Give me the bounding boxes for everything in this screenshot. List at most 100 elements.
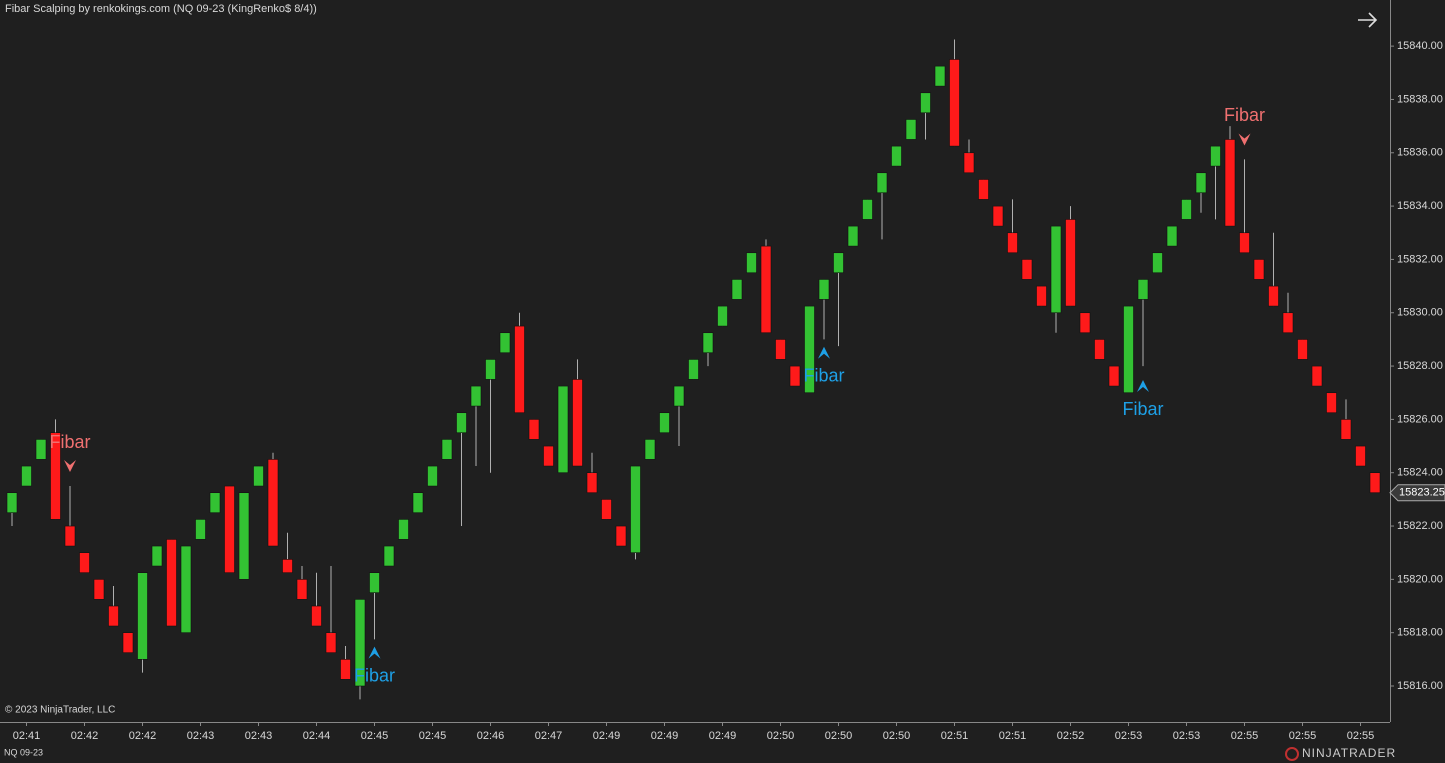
- signal-label: Fibar: [1224, 105, 1265, 125]
- candle-body: [905, 119, 917, 140]
- candle-body: [630, 465, 641, 553]
- instrument-label: NQ 09-23: [4, 747, 43, 757]
- candle-body: [1195, 172, 1207, 194]
- candle-body: [731, 279, 743, 300]
- candle-body: [412, 492, 424, 514]
- candle-body: [108, 605, 119, 627]
- candle-body: [427, 465, 438, 487]
- brand-logo: NINJATRADER: [1285, 746, 1396, 761]
- y-tick-label: 15826.00: [1397, 413, 1443, 425]
- signal-arrow: [818, 346, 830, 359]
- x-tick-label: 02:50: [767, 730, 795, 742]
- candle-body: [1181, 199, 1192, 220]
- candle-body: [963, 152, 975, 174]
- candle-body: [209, 492, 221, 514]
- candle-body: [615, 525, 627, 547]
- signal-label: Fibar: [1122, 399, 1163, 419]
- candle-body: [282, 559, 293, 573]
- candle-body: [1166, 225, 1178, 247]
- candle-body: [543, 445, 554, 467]
- x-tick-label: 02:43: [187, 730, 215, 742]
- candle-body: [1355, 445, 1366, 467]
- x-tick-label: 02:53: [1173, 730, 1201, 742]
- candle-body: [340, 659, 351, 680]
- candle-body: [64, 525, 76, 547]
- candle-body: [572, 379, 583, 467]
- candle-body: [1137, 279, 1149, 300]
- y-tick-label: 15834.00: [1397, 200, 1443, 212]
- candle-body: [137, 572, 148, 660]
- candle-body: [1050, 225, 1062, 314]
- candle-body: [238, 492, 250, 580]
- copyright: © 2023 NinjaTrader, LLC: [5, 705, 115, 716]
- candle-body: [166, 539, 177, 627]
- candle-body: [470, 385, 482, 407]
- candle-body: [717, 305, 728, 327]
- y-tick-label: 15820.00: [1397, 573, 1443, 585]
- y-tick-label: 15816.00: [1397, 680, 1443, 692]
- signal-arrow: [1137, 380, 1149, 393]
- candle-body: [702, 332, 714, 354]
- candle-body: [1094, 339, 1105, 360]
- candle-body: [1036, 285, 1047, 307]
- candle-body: [586, 472, 598, 494]
- y-tick-label: 15840.00: [1397, 40, 1443, 52]
- candle-body: [1311, 365, 1323, 387]
- brand-text: NINJATRADER: [1302, 746, 1396, 760]
- x-tick-label: 02:42: [129, 730, 157, 742]
- chart-title: Fibar Scalping by renkokings.com (NQ 09-…: [5, 3, 317, 15]
- candle-body: [847, 225, 859, 247]
- candle-body: [746, 252, 757, 274]
- candle-body: [775, 339, 786, 360]
- candle-body: [296, 579, 308, 600]
- candle-body: [1340, 419, 1352, 440]
- signal-label: Fibar: [49, 432, 90, 452]
- candle-body: [673, 385, 685, 407]
- candle-body: [1021, 259, 1033, 280]
- expand-icon[interactable]: [1358, 12, 1378, 28]
- signal-arrow: [368, 646, 381, 659]
- candle-body: [978, 179, 989, 200]
- candle-body: [383, 545, 395, 567]
- candle-body: [949, 59, 960, 147]
- x-tick-label: 02:55: [1347, 730, 1375, 742]
- x-tick-label: 02:44: [303, 730, 331, 742]
- candle-body: [50, 432, 61, 520]
- x-tick-label: 02:49: [651, 730, 679, 742]
- candle-body: [151, 545, 163, 567]
- candle-body: [311, 605, 322, 627]
- candle-body: [180, 545, 192, 633]
- candle-body: [398, 519, 409, 540]
- candle-body: [35, 439, 47, 460]
- x-tick-label: 02:45: [361, 730, 389, 742]
- y-tick-label: 15836.00: [1397, 147, 1443, 159]
- candle-body: [195, 519, 206, 540]
- x-tick-label: 02:52: [1057, 730, 1085, 742]
- x-tick-label: 02:51: [941, 730, 969, 742]
- x-tick-label: 02:42: [71, 730, 99, 742]
- y-tick-label: 15818.00: [1397, 627, 1443, 639]
- candle-body: [441, 439, 453, 460]
- candle-body: [891, 145, 902, 167]
- y-tick-label: 15838.00: [1397, 93, 1443, 105]
- y-tick-label: 15822.00: [1397, 520, 1443, 532]
- candle-body: [1253, 259, 1265, 280]
- y-tick-label: 15828.00: [1397, 360, 1443, 372]
- candle-body: [93, 579, 105, 600]
- candle-body: [760, 245, 772, 334]
- x-tick-label: 02:46: [477, 730, 505, 742]
- signal-label: Fibar: [354, 665, 395, 685]
- candle-body: [1065, 219, 1076, 307]
- candle-body: [1297, 339, 1308, 360]
- candle-body: [267, 459, 279, 547]
- x-tick-label: 02:50: [825, 730, 853, 742]
- candle-body: [1282, 312, 1294, 334]
- candle-body: [21, 465, 32, 487]
- candle-body: [1224, 139, 1236, 227]
- candle-body: [789, 365, 801, 387]
- x-tick-label: 02:41: [13, 730, 41, 742]
- candle-body: [485, 359, 496, 380]
- last-price-label: 15823.25: [1399, 487, 1445, 499]
